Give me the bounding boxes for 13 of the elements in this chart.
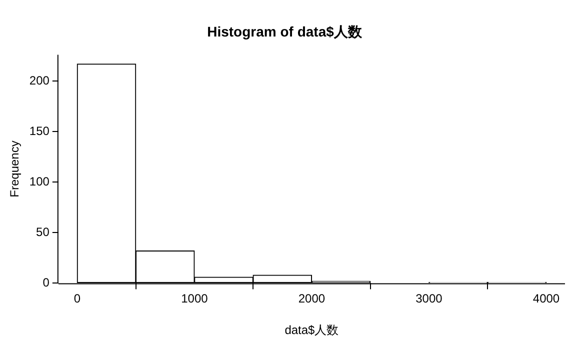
- y-tick-label: 50: [36, 224, 50, 239]
- y-tick-label: 150: [29, 124, 50, 138]
- x-tick-label: 0: [74, 292, 81, 306]
- y-tick-label: 200: [29, 73, 50, 88]
- x-tick-label: 4000: [532, 292, 560, 306]
- x-tick-label: 1000: [181, 292, 208, 306]
- x-tick-label: 2000: [298, 292, 326, 306]
- y-tick-label: 100: [29, 174, 50, 188]
- chart-title: Histogram of data$人数: [207, 23, 363, 40]
- y-axis-title: Frequency: [8, 140, 22, 198]
- y-tick-label: 0: [42, 276, 50, 290]
- x-tick-label: 3000: [416, 292, 443, 306]
- x-axis-title: data$人数: [284, 323, 339, 338]
